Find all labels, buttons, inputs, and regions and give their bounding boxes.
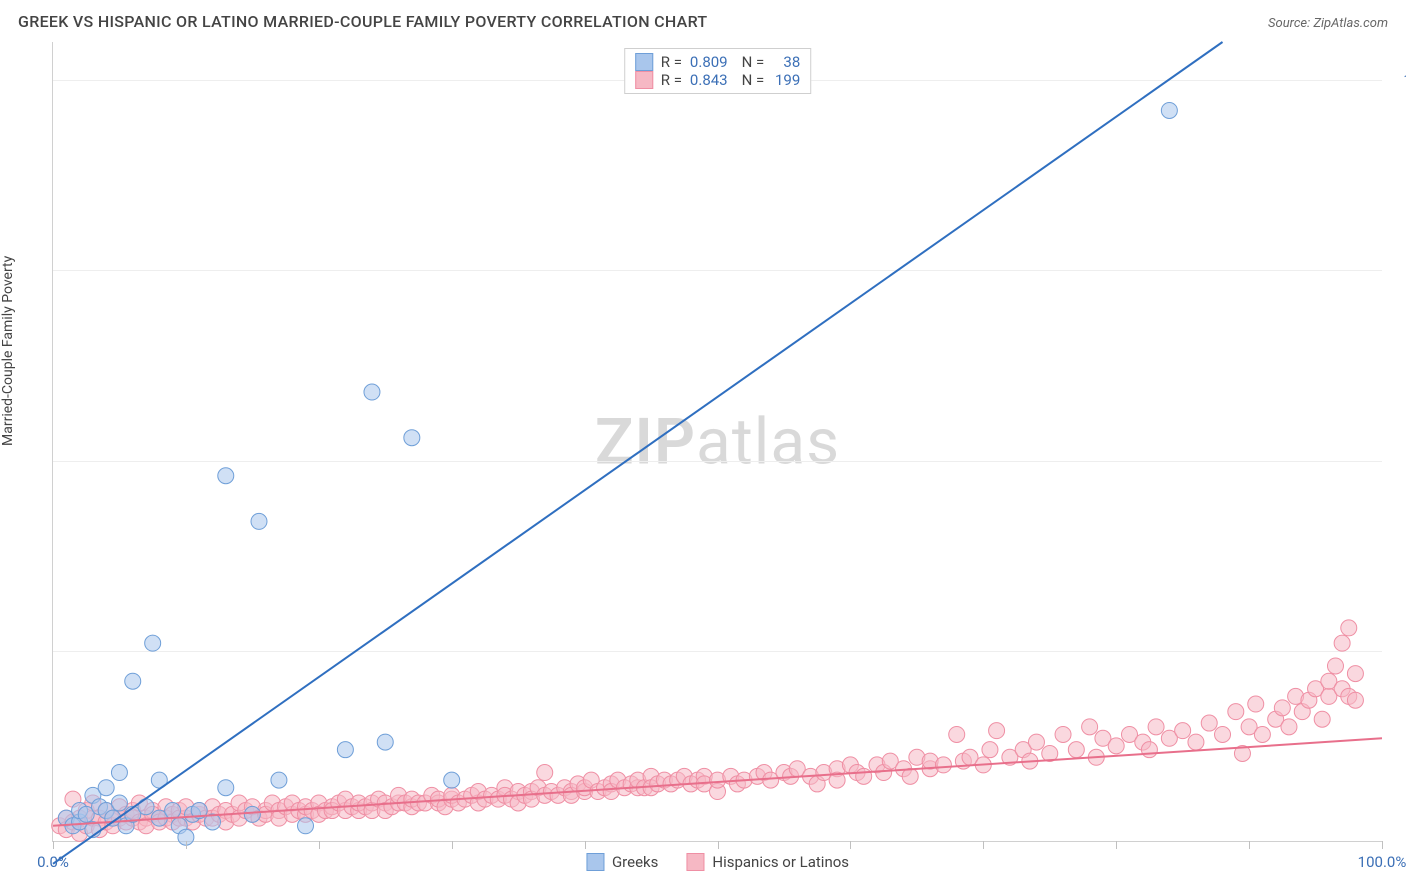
x-tick (53, 841, 54, 849)
r-value-greeks: 0.809 (690, 53, 728, 71)
gridline (53, 461, 1382, 462)
data-point (98, 780, 114, 796)
n-label: N = (742, 53, 765, 71)
data-point (1314, 711, 1330, 727)
swatch-greeks (586, 853, 604, 871)
data-point (949, 726, 965, 742)
data-point (125, 673, 141, 689)
data-point (111, 795, 127, 811)
x-tick (319, 841, 320, 849)
trend-line (53, 42, 1223, 864)
data-point (1068, 742, 1084, 758)
n-value-hispanics: 199 (772, 71, 800, 89)
data-point (856, 768, 872, 784)
data-point (404, 430, 420, 446)
data-point (337, 742, 353, 758)
data-point (1228, 704, 1244, 720)
r-label: R = (661, 53, 682, 71)
plot-svg (53, 42, 353, 192)
data-point (1055, 726, 1071, 742)
data-point (1028, 734, 1044, 750)
correlation-chart: GREEK VS HISPANIC OR LATINO MARRIED-COUP… (0, 0, 1406, 892)
trend-line (53, 738, 1382, 826)
source-attribution: Source: ZipAtlas.com (1268, 16, 1388, 31)
data-point (1141, 742, 1157, 758)
source-label: Source: (1268, 16, 1313, 31)
x-tick (585, 841, 586, 849)
data-point (935, 757, 951, 773)
r-value-hispanics: 0.843 (690, 71, 728, 89)
legend-correlation-stats: R = 0.809 N = 38 R = 0.843 N = 199 (624, 48, 812, 94)
plot-area: ZIPatlas R = 0.809 N = 38 R = 0.843 N = … (52, 42, 1382, 842)
legend-item-greeks: Greeks (586, 853, 658, 871)
data-point (444, 772, 460, 788)
title-bar: GREEK VS HISPANIC OR LATINO MARRIED-COUP… (18, 12, 1388, 31)
data-point (1161, 102, 1177, 118)
data-point (1148, 719, 1164, 735)
data-point (377, 734, 393, 750)
x-tick (1116, 841, 1117, 849)
watermark-atlas: atlas (696, 404, 840, 479)
x-tick-label: 100.0% (1358, 853, 1406, 871)
n-value-greeks: 38 (772, 53, 800, 71)
source-name: ZipAtlas.com (1313, 16, 1388, 31)
data-point (1254, 726, 1270, 742)
watermark-zip: ZIP (595, 404, 696, 479)
data-point (1281, 719, 1297, 735)
x-tick (850, 841, 851, 849)
data-point (982, 742, 998, 758)
data-point (537, 765, 553, 781)
data-point (1274, 700, 1290, 716)
data-point (111, 765, 127, 781)
x-tick (186, 841, 187, 849)
data-point (989, 723, 1005, 739)
data-point (1334, 635, 1350, 651)
data-point (1175, 723, 1191, 739)
data-point (218, 780, 234, 796)
x-tick (1249, 841, 1250, 849)
data-point (1327, 658, 1343, 674)
data-point (298, 818, 314, 834)
r-label: R = (661, 71, 682, 89)
legend-series-names: Greeks Hispanics or Latinos (586, 853, 849, 871)
legend-item-hispanics: Hispanics or Latinos (686, 853, 849, 871)
swatch-greeks (635, 53, 653, 71)
data-point (1347, 692, 1363, 708)
data-point (145, 635, 161, 651)
data-point (1248, 696, 1264, 712)
data-point (1347, 666, 1363, 682)
series-label-hispanics: Hispanics or Latinos (712, 853, 849, 871)
gridline (53, 270, 1382, 271)
data-point (1201, 715, 1217, 731)
chart-title: GREEK VS HISPANIC OR LATINO MARRIED-COUP… (18, 12, 707, 31)
data-point (271, 772, 287, 788)
data-point (165, 803, 181, 819)
x-tick (983, 841, 984, 849)
data-point (1108, 738, 1124, 754)
data-point (1215, 726, 1231, 742)
swatch-hispanics (686, 853, 704, 871)
x-tick (718, 841, 719, 849)
legend-row-hispanics: R = 0.843 N = 199 (635, 71, 801, 89)
series-label-greeks: Greeks (612, 853, 658, 871)
gridline (53, 651, 1382, 652)
n-label: N = (742, 71, 765, 89)
swatch-hispanics (635, 71, 653, 89)
data-point (902, 768, 918, 784)
x-tick (452, 841, 453, 849)
data-point (138, 799, 154, 815)
data-point (1341, 620, 1357, 636)
x-tick-label: 0.0% (37, 853, 69, 871)
data-point (1188, 734, 1204, 750)
legend-row-greeks: R = 0.809 N = 38 (635, 53, 801, 71)
x-tick (1382, 841, 1383, 849)
data-point (1082, 719, 1098, 735)
data-point (364, 384, 380, 400)
data-point (218, 468, 234, 484)
y-axis-label: Married-Couple Family Poverty (0, 256, 16, 446)
data-point (244, 806, 260, 822)
data-point (251, 513, 267, 529)
watermark: ZIPatlas (595, 404, 840, 479)
